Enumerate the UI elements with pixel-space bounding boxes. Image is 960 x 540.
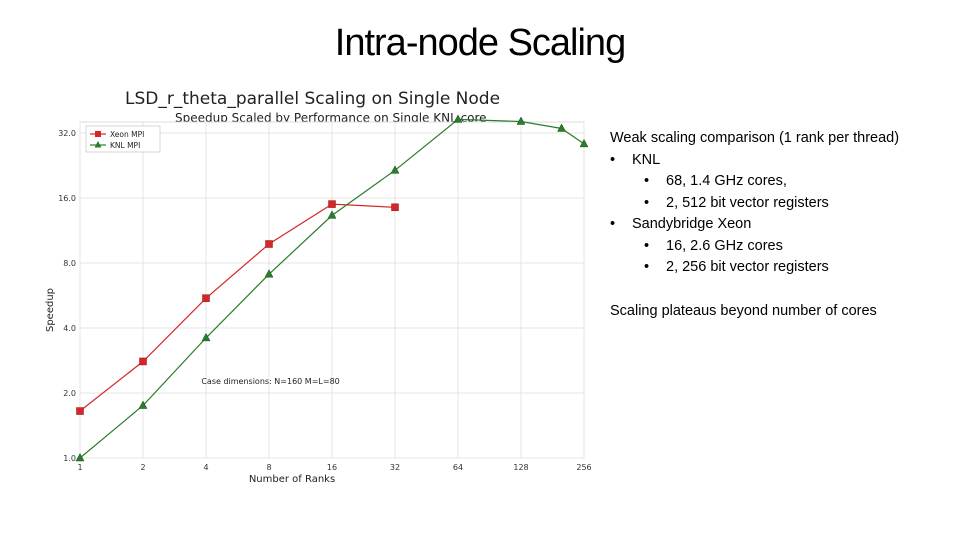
data-point-xeon <box>328 200 336 208</box>
data-point-knl <box>264 269 274 278</box>
xeon-item-registers: 2, 256 bit vector registers <box>666 259 829 275</box>
x-tick-label: 64 <box>453 463 463 472</box>
x-tick-label: 4 <box>203 463 208 472</box>
data-point-xeon <box>391 203 399 212</box>
notes-item: • 2, 512 bit vector registers <box>610 193 955 215</box>
bullet: • <box>644 237 650 254</box>
x-tick-label: 8 <box>266 463 271 472</box>
legend-label-1: KNL MPI <box>110 141 140 150</box>
x-tick-label: 16 <box>327 463 337 472</box>
x-axis-label: Number of Ranks <box>249 474 335 485</box>
data-point-knl <box>516 116 526 125</box>
data-point-knl <box>453 114 463 123</box>
bullet: • <box>644 173 650 189</box>
bullet: • <box>610 216 616 232</box>
knl-item-registers: 2, 512 bit vector registers <box>666 194 829 211</box>
notes-heading: Weak scaling comparison (1 rank per thre… <box>610 130 900 146</box>
group-label-xeon: Sandybridge Xeon <box>632 216 752 232</box>
y-tick-label: 4.0 <box>63 324 76 333</box>
bullet: • <box>644 194 650 211</box>
data-point-knl <box>390 165 400 174</box>
data-point-knl <box>138 400 148 409</box>
y-axis-label: Speedup <box>45 288 56 332</box>
group-label-knl: KNL <box>632 151 661 168</box>
notes-group-knl: • KNL <box>610 150 955 172</box>
slide-title: Intra-node Scaling <box>334 22 626 64</box>
legend-marker-triangle <box>94 141 102 148</box>
data-point-knl <box>75 452 85 462</box>
x-tick-label: 32 <box>390 463 400 472</box>
legend-label-0: Xeon MPI <box>110 130 144 139</box>
case-annotation: Case dimensions: N=160 M=L=80 <box>201 377 339 386</box>
data-point-xeon <box>139 357 147 366</box>
data-point-knl <box>557 123 566 132</box>
series-line-0 <box>79 203 396 412</box>
chart-title: LSD_r_theta_parallel Scaling on Single N… <box>125 89 500 109</box>
bullet: • <box>644 259 650 275</box>
legend-marker-square <box>95 131 101 137</box>
legend-box <box>85 125 161 153</box>
data-point-knl <box>327 210 337 219</box>
notes-conclusion: Scaling plateaus beyond number of cores <box>610 302 877 319</box>
data-point-knl <box>201 332 211 342</box>
x-tick-label: 256 <box>576 463 591 472</box>
series-line-1 <box>79 118 585 459</box>
x-tick-label: 2 <box>140 463 145 472</box>
y-tick-label: 8.0 <box>63 259 76 268</box>
bullet: • <box>610 151 616 168</box>
chart-svg: LSD_r_theta_parallel Scaling on Single N… <box>45 89 592 485</box>
y-tick-label: 1.0 <box>63 454 76 463</box>
notes-item: • 16, 2.6 GHz cores <box>610 236 955 258</box>
notes-panel: Weak scaling comparison (1 rank per thre… <box>610 128 955 322</box>
x-tick-label: 1 <box>77 463 82 472</box>
y-tick-label: 16.0 <box>58 194 76 203</box>
scaling-chart: LSD_r_theta_parallel Scaling on Single N… <box>40 86 600 486</box>
data-point-xeon <box>202 294 210 302</box>
data-point-xeon <box>76 407 84 415</box>
y-tick-label: 2.0 <box>63 389 76 398</box>
xeon-item-cores: 16, 2.6 GHz cores <box>666 237 783 254</box>
notes-item: • 2, 256 bit vector registers <box>610 257 955 279</box>
data-point-knl <box>579 138 589 148</box>
knl-item-cores: 68, 1.4 GHz cores, <box>666 173 787 189</box>
data-point-xeon <box>265 240 273 248</box>
notes-group-xeon: • Sandybridge Xeon <box>610 214 955 236</box>
y-tick-label: 32.0 <box>58 129 76 138</box>
notes-item: • 68, 1.4 GHz cores, <box>610 171 955 193</box>
x-tick-label: 128 <box>513 463 528 472</box>
